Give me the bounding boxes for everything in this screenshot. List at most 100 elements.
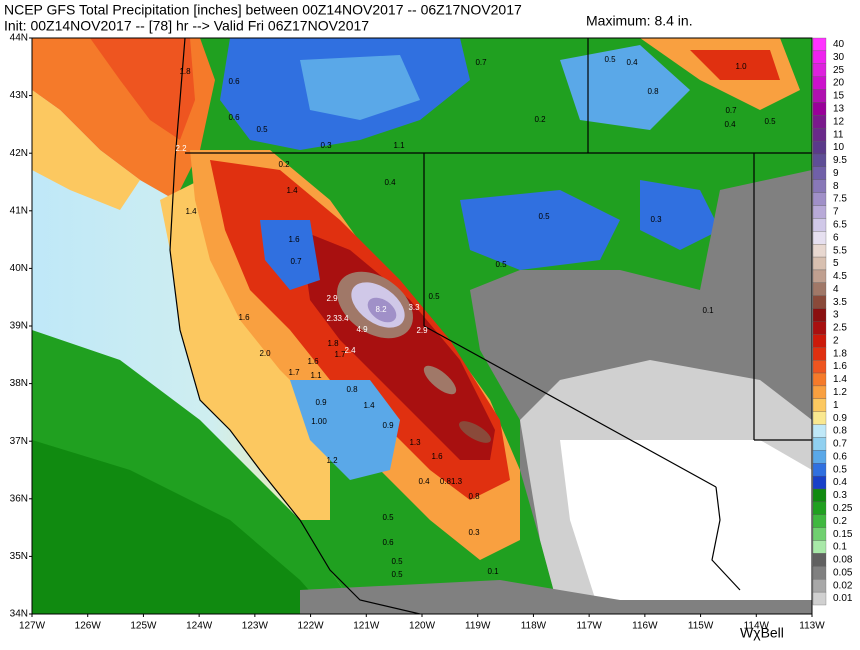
map-value-label: 1.7 xyxy=(288,368,300,377)
colorbar-swatch xyxy=(812,166,827,180)
colorbar-swatch xyxy=(812,256,827,271)
map-value-label: 0.5 xyxy=(764,117,776,126)
colorbar-label: 25 xyxy=(833,65,845,76)
map-value-label: 0.5 xyxy=(256,125,268,134)
map-value-label: 1.3 xyxy=(409,438,421,447)
map-value-label: 1.6 xyxy=(288,235,300,244)
colorbar-label: 8 xyxy=(833,181,839,192)
bay-lightblue xyxy=(290,380,400,480)
colorbar-swatch xyxy=(812,192,827,206)
colorbar-swatch xyxy=(812,218,827,232)
colorbar-label: 0.01 xyxy=(833,593,853,604)
colorbar-swatch xyxy=(812,37,827,52)
map-value-label: 2.3 xyxy=(326,314,338,323)
map-value-label: 1.2 xyxy=(326,456,338,465)
colorbar-swatch xyxy=(812,179,827,193)
colorbar-swatch xyxy=(812,63,827,77)
colorbar-label: 10 xyxy=(833,142,845,153)
sierra-purple xyxy=(367,297,397,323)
colorbar-label: 0.02 xyxy=(833,580,853,591)
map-value-label: 0.5 xyxy=(495,260,507,269)
map-value-label: 1.1 xyxy=(310,371,322,380)
lon-label: 125W xyxy=(130,621,157,632)
map-value-label: 8.2 xyxy=(375,305,387,314)
east-white xyxy=(560,440,812,614)
colorbar-label: 9 xyxy=(833,168,839,179)
south-gray xyxy=(300,580,812,614)
colorbar-label: 6 xyxy=(833,232,839,243)
sierra-brown-3 xyxy=(459,421,491,443)
map-value-label: 3.4 xyxy=(337,314,349,323)
map-value-label: 1.1 xyxy=(393,141,405,150)
lon-label: 115W xyxy=(688,621,714,632)
colorbar-label: 1.6 xyxy=(833,361,847,372)
colorbar-swatch xyxy=(812,89,827,103)
map-value-label: 0.3 xyxy=(468,528,480,537)
colorbar-swatch xyxy=(812,398,827,412)
colorbar-label: 15 xyxy=(833,91,845,102)
map-value-label: 1.4 xyxy=(185,207,197,216)
lon-label: 118W xyxy=(521,621,547,632)
colorbar-label: 12 xyxy=(833,116,845,127)
valley-blue xyxy=(260,220,320,290)
map-value-label: 0.6 xyxy=(228,113,240,122)
map-value-label: 0.2 xyxy=(278,160,290,169)
state-borders xyxy=(169,38,812,614)
colorbar-swatch xyxy=(812,244,827,258)
colorbar-label: 0.3 xyxy=(833,490,847,501)
lon-label: 122W xyxy=(298,621,325,632)
lon-label: 113W xyxy=(799,621,825,632)
colorbar-swatch xyxy=(812,282,827,296)
colorbar-swatch xyxy=(812,231,827,245)
colorbar-swatch xyxy=(812,321,827,335)
lon-label: 123W xyxy=(242,621,269,632)
map-value-label: 0.6 xyxy=(228,77,240,86)
colorbar-swatch xyxy=(812,128,827,142)
lat-label: 34N xyxy=(10,609,28,620)
map-title: NCEP GFS Total Precipitation [inches] be… xyxy=(4,2,522,18)
colorbar-label: 6.5 xyxy=(833,219,847,230)
map-value-label: 1.6 xyxy=(431,452,443,461)
colorbar-swatch xyxy=(812,360,827,374)
map-value-label: 0.7 xyxy=(290,257,302,266)
colorbar-label: 11 xyxy=(833,129,844,140)
maximum: Maximum: 8.4 in. xyxy=(586,13,693,29)
map-value-label: 0.5 xyxy=(391,570,403,579)
colorbar-swatch xyxy=(812,308,827,322)
map-value-label: 0.1 xyxy=(702,306,714,315)
colorbar-swatch xyxy=(812,514,827,528)
map-value-label: 2.9 xyxy=(416,326,428,335)
colorbar-swatch xyxy=(812,475,827,490)
lon-label: 121W xyxy=(353,621,380,632)
colorbar-label: 4.5 xyxy=(833,271,847,282)
colorbar-swatch xyxy=(812,205,827,219)
colorbar-label: 0.15 xyxy=(833,529,853,540)
id-lightblue xyxy=(560,45,690,130)
colorbar-swatch xyxy=(812,591,827,606)
map-value-label: 0.5 xyxy=(391,557,403,566)
or-lightblue xyxy=(300,55,420,120)
colorbar-label: 20 xyxy=(833,78,845,89)
lat-label: 40N xyxy=(10,263,28,274)
colorbar-label: 40 xyxy=(833,39,845,50)
colorbar-swatch xyxy=(812,372,827,387)
map-value-label: 0.3 xyxy=(320,141,332,150)
colorbar-label: 1.4 xyxy=(833,374,847,385)
colorbar-swatch xyxy=(812,566,827,580)
logo: WχBell xyxy=(740,625,784,641)
map-value-label: 1.4 xyxy=(286,186,298,195)
map-value-label: 0.6 xyxy=(382,538,394,547)
map-value-label: 2.0 xyxy=(259,349,271,358)
coast-yellow xyxy=(160,180,330,520)
lat-label: 44N xyxy=(10,33,28,44)
map-value-label: 0.4 xyxy=(384,178,396,187)
colorbar-label: 0.1 xyxy=(833,542,847,553)
colorbar-swatch xyxy=(812,334,827,348)
colorbar-label: 0.25 xyxy=(833,503,853,514)
map-value-label: 0.4 xyxy=(626,58,638,67)
colorbar-swatch xyxy=(812,50,827,64)
colorbar-swatch xyxy=(812,540,827,554)
lon-label: 114W xyxy=(744,621,770,632)
colorbar-swatch xyxy=(812,385,827,399)
